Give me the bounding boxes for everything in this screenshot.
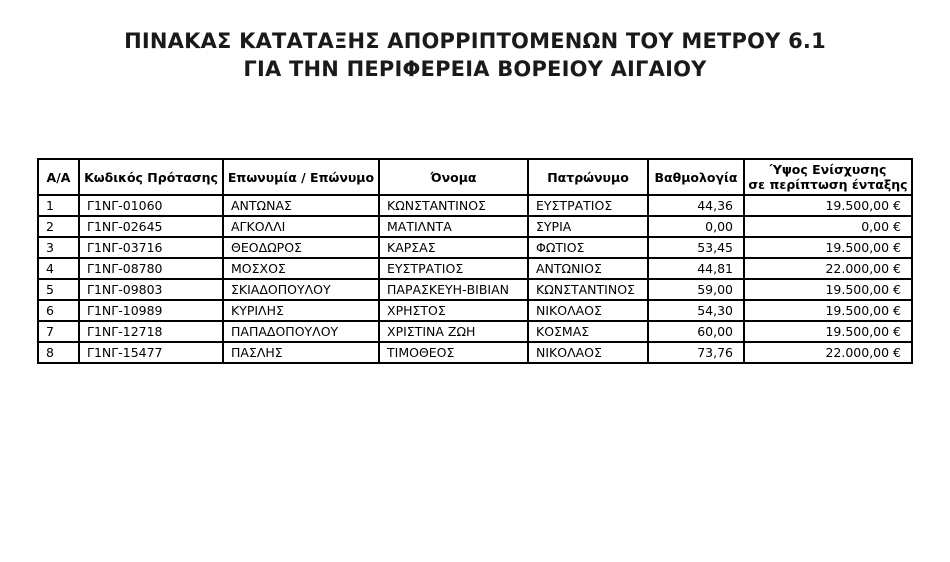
- table-row: 3 Γ1ΝΓ-03716 ΘΕΟΔΩΡΟΣ ΚΑΡΣΑΣ ΦΩΤΙΟΣ 53,4…: [37, 236, 913, 259]
- col-header-score: Βαθμολογία: [647, 158, 745, 196]
- cell-patronym: ΑΝΤΩΝΙΟΣ: [527, 257, 649, 280]
- table-row: 6 Γ1ΝΓ-10989 ΚΥΡΙΛΗΣ ΧΡΗΣΤΟΣ ΝΙΚΟΛΑΟΣ 54…: [37, 299, 913, 322]
- cell-amount: 22.000,00 €: [743, 257, 913, 280]
- cell-score: 59,00: [647, 278, 745, 301]
- cell-code: Γ1ΝΓ-12718: [78, 320, 224, 343]
- cell-name: ΠΑΡΑΣΚΕΥΗ-ΒΙΒΙΑΝ: [378, 278, 529, 301]
- cell-surname: ΣΚΙΑΔΟΠΟΥΛΟΥ: [222, 278, 380, 301]
- cell-name: ΧΡΙΣΤΙΝΑ ΖΩΗ: [378, 320, 529, 343]
- cell-code: Γ1ΝΓ-09803: [78, 278, 224, 301]
- cell-score: 54,30: [647, 299, 745, 322]
- cell-name: ΜΑΤΙΛΝΤΑ: [378, 215, 529, 238]
- cell-score: 53,45: [647, 236, 745, 259]
- col-header-code: Κωδικός Πρότασης: [78, 158, 224, 196]
- cell-code: Γ1ΝΓ-08780: [78, 257, 224, 280]
- cell-patronym: ΕΥΣΤΡΑΤΙΟΣ: [527, 194, 649, 217]
- cell-amount: 19.500,00 €: [743, 320, 913, 343]
- cell-patronym: ΝΙΚΟΛΑΟΣ: [527, 341, 649, 364]
- cell-score: 73,76: [647, 341, 745, 364]
- cell-name: ΚΩΝΣΤΑΝΤΙΝΟΣ: [378, 194, 529, 217]
- cell-aa: 6: [37, 299, 80, 322]
- table-header-row: Α/Α Κωδικός Πρότασης Επωνυμία / Επώνυμο …: [37, 158, 913, 196]
- page-title-line-1: ΠΙΝΑΚΑΣ ΚΑΤΑΤΑΞΗΣ ΑΠΟΡΡΙΠΤΟΜΕΝΩΝ ΤΟΥ ΜΕΤ…: [124, 29, 826, 53]
- table-row: 4 Γ1ΝΓ-08780 ΜΟΣΧΟΣ ΕΥΣΤΡΑΤΙΟΣ ΑΝΤΩΝΙΟΣ …: [37, 257, 913, 280]
- cell-amount: 22.000,00 €: [743, 341, 913, 364]
- cell-score: 60,00: [647, 320, 745, 343]
- cell-aa: 4: [37, 257, 80, 280]
- col-header-patronym: Πατρώνυμο: [527, 158, 649, 196]
- table-row: 7 Γ1ΝΓ-12718 ΠΑΠΑΔΟΠΟΥΛΟΥ ΧΡΙΣΤΙΝΑ ΖΩΗ Κ…: [37, 320, 913, 343]
- cell-surname: ΘΕΟΔΩΡΟΣ: [222, 236, 380, 259]
- table-row: 1 Γ1ΝΓ-01060 ΑΝΤΩΝΑΣ ΚΩΝΣΤΑΝΤΙΝΟΣ ΕΥΣΤΡΑ…: [37, 194, 913, 217]
- cell-patronym: ΚΟΣΜΑΣ: [527, 320, 649, 343]
- cell-surname: ΚΥΡΙΛΗΣ: [222, 299, 380, 322]
- ranking-table: Α/Α Κωδικός Πρότασης Επωνυμία / Επώνυμο …: [37, 158, 913, 364]
- cell-surname: ΑΝΤΩΝΑΣ: [222, 194, 380, 217]
- cell-amount: 19.500,00 €: [743, 299, 913, 322]
- cell-code: Γ1ΝΓ-01060: [78, 194, 224, 217]
- cell-name: ΚΑΡΣΑΣ: [378, 236, 529, 259]
- cell-amount: 0,00 €: [743, 215, 913, 238]
- cell-surname: ΠΑΣΛΗΣ: [222, 341, 380, 364]
- cell-aa: 3: [37, 236, 80, 259]
- cell-patronym: ΦΩΤΙΟΣ: [527, 236, 649, 259]
- col-header-surname: Επωνυμία / Επώνυμο: [222, 158, 380, 196]
- cell-amount: 19.500,00 €: [743, 236, 913, 259]
- col-header-amount-line-1: Ύψος Ενίσχυσης: [769, 162, 887, 177]
- cell-aa: 8: [37, 341, 80, 364]
- cell-score: 44,81: [647, 257, 745, 280]
- cell-name: ΕΥΣΤΡΑΤΙΟΣ: [378, 257, 529, 280]
- cell-amount: 19.500,00 €: [743, 194, 913, 217]
- cell-aa: 5: [37, 278, 80, 301]
- cell-patronym: ΚΩΝΣΤΑΝΤΙΝΟΣ: [527, 278, 649, 301]
- col-header-amount: Ύψος Ενίσχυσης σε περίπτωση ένταξης: [743, 158, 913, 196]
- cell-patronym: ΣΥΡΙΑ: [527, 215, 649, 238]
- page-title-line-2: ΓΙΑ ΤΗΝ ΠΕΡΙΦΕΡΕΙΑ ΒΟΡΕΙΟΥ ΑΙΓΑΙΟΥ: [243, 57, 707, 81]
- cell-code: Γ1ΝΓ-02645: [78, 215, 224, 238]
- cell-name: ΧΡΗΣΤΟΣ: [378, 299, 529, 322]
- cell-score: 0,00: [647, 215, 745, 238]
- table-row: 5 Γ1ΝΓ-09803 ΣΚΙΑΔΟΠΟΥΛΟΥ ΠΑΡΑΣΚΕΥΗ-ΒΙΒΙ…: [37, 278, 913, 301]
- cell-aa: 1: [37, 194, 80, 217]
- cell-surname: ΑΓΚΟΛΛΙ: [222, 215, 380, 238]
- col-header-amount-line-2: σε περίπτωση ένταξης: [748, 177, 908, 192]
- cell-code: Γ1ΝΓ-03716: [78, 236, 224, 259]
- page-title: ΠΙΝΑΚΑΣ ΚΑΤΑΤΑΞΗΣ ΑΠΟΡΡΙΠΤΟΜΕΝΩΝ ΤΟΥ ΜΕΤ…: [0, 27, 950, 83]
- cell-name: ΤΙΜΟΘΕΟΣ: [378, 341, 529, 364]
- cell-surname: ΜΟΣΧΟΣ: [222, 257, 380, 280]
- table-row: 8 Γ1ΝΓ-15477 ΠΑΣΛΗΣ ΤΙΜΟΘΕΟΣ ΝΙΚΟΛΑΟΣ 73…: [37, 341, 913, 364]
- cell-aa: 7: [37, 320, 80, 343]
- cell-surname: ΠΑΠΑΔΟΠΟΥΛΟΥ: [222, 320, 380, 343]
- cell-code: Γ1ΝΓ-15477: [78, 341, 224, 364]
- col-header-aa: Α/Α: [37, 158, 80, 196]
- table-row: 2 Γ1ΝΓ-02645 ΑΓΚΟΛΛΙ ΜΑΤΙΛΝΤΑ ΣΥΡΙΑ 0,00…: [37, 215, 913, 238]
- cell-amount: 19.500,00 €: [743, 278, 913, 301]
- col-header-name: Όνομα: [378, 158, 529, 196]
- cell-aa: 2: [37, 215, 80, 238]
- cell-score: 44,36: [647, 194, 745, 217]
- cell-code: Γ1ΝΓ-10989: [78, 299, 224, 322]
- cell-patronym: ΝΙΚΟΛΑΟΣ: [527, 299, 649, 322]
